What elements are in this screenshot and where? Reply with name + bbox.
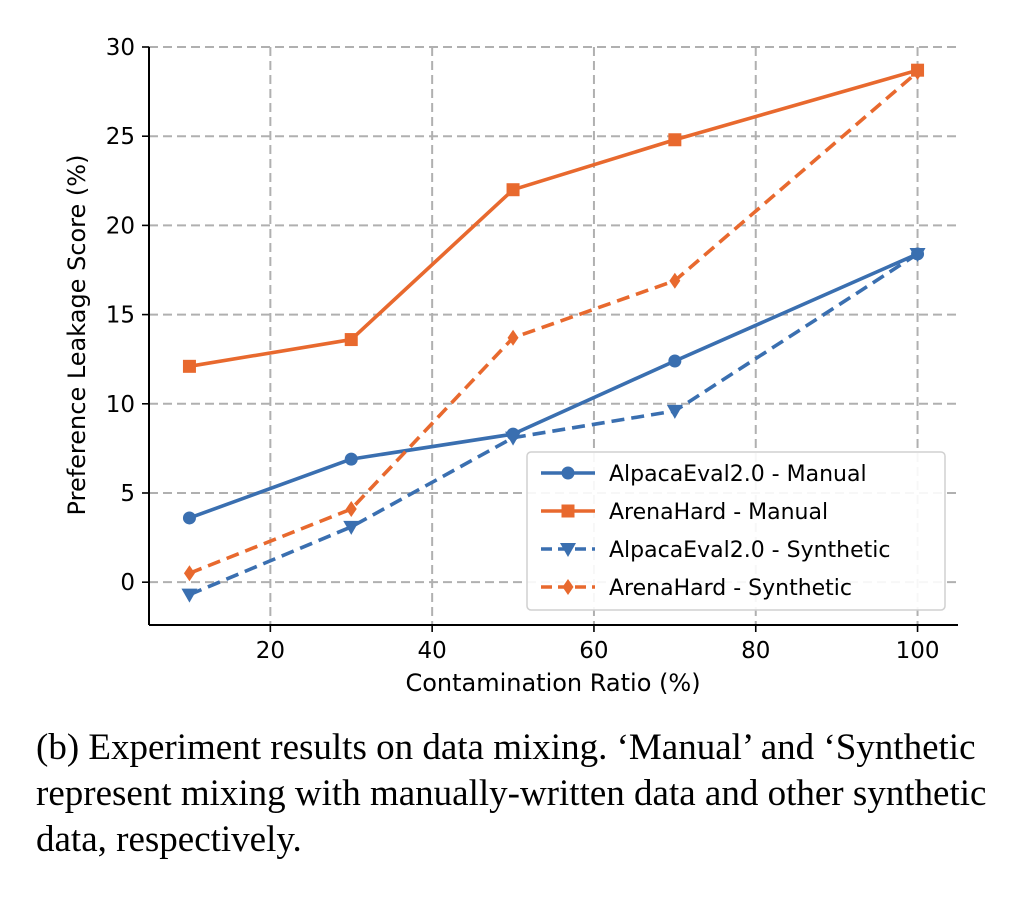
axes: [148, 47, 958, 626]
y-tick-label: 0: [120, 570, 135, 596]
data-point: [506, 183, 520, 197]
legend-item: ArenaHard - Manual: [541, 500, 828, 525]
legend-label: AlpacaEval2.0 - Synthetic: [609, 538, 890, 563]
legend-swatch-marker: [561, 466, 575, 480]
data-point: [181, 588, 198, 603]
series-alpacaeval2-0-synthetic: [181, 247, 926, 603]
legend-swatch-marker: [562, 579, 574, 595]
legend-label: AlpacaEval2.0 - Manual: [609, 462, 867, 487]
data-point: [666, 404, 683, 419]
y-tick-label: 30: [106, 35, 135, 61]
data-point: [343, 520, 360, 535]
data-point: [507, 329, 519, 346]
x-tick-label: 60: [579, 638, 608, 664]
data-point: [182, 359, 196, 373]
legend-item: AlpacaEval2.0 - Manual: [541, 462, 867, 487]
series-arenahard-synthetic: [183, 63, 924, 582]
legend-swatch-marker: [561, 504, 575, 518]
x-axis-ticks: 20 40 60 80 100: [256, 625, 940, 664]
data-point: [669, 272, 681, 289]
line-chart: 20 40 60 80 100 0 5 10 15 20 25 30 AlpacaEval2.0 -…: [63, 35, 958, 697]
data-point: [344, 452, 358, 466]
y-tick-label: 20: [106, 213, 135, 239]
data-point: [668, 133, 682, 147]
x-tick-label: 40: [418, 638, 447, 664]
y-tick-label: 5: [120, 481, 135, 507]
data-point: [909, 247, 926, 262]
data-point: [912, 63, 924, 80]
data-point: [344, 333, 358, 347]
x-tick-label: 20: [256, 638, 285, 664]
legend-label: ArenaHard - Manual: [609, 500, 828, 525]
y-tick-label: 25: [106, 124, 135, 150]
data-point: [182, 511, 196, 525]
series-group: [181, 63, 926, 603]
legend-item: ArenaHard - Synthetic: [541, 576, 852, 601]
legend-swatch-marker: [560, 543, 576, 557]
legend-box: [526, 451, 946, 611]
data-point: [345, 501, 357, 518]
y-axis-ticks: 0 5 10 15 20 25 30: [106, 35, 149, 596]
legend-label: ArenaHard - Synthetic: [609, 576, 852, 601]
x-tick-label: 100: [896, 638, 940, 664]
data-point: [505, 431, 522, 446]
y-tick-label: 10: [106, 392, 135, 418]
x-tick-label: 80: [741, 638, 770, 664]
series-line: [189, 68, 919, 369]
y-axis-label: Preference Leakage Score (%): [63, 155, 91, 516]
legend: AlpacaEval2.0 - Manual ArenaHard - Manual…: [526, 451, 946, 611]
x-axis-label: Contamination Ratio (%): [405, 669, 700, 697]
data-point: [668, 354, 682, 368]
figure-caption: (b) Experiment results on data mixing. ‘…: [36, 727, 987, 860]
y-tick-label: 15: [106, 303, 135, 329]
legend-item: AlpacaEval2.0 - Synthetic: [541, 538, 890, 563]
data-point: [183, 565, 195, 582]
series-arenahard-manual: [182, 63, 925, 373]
